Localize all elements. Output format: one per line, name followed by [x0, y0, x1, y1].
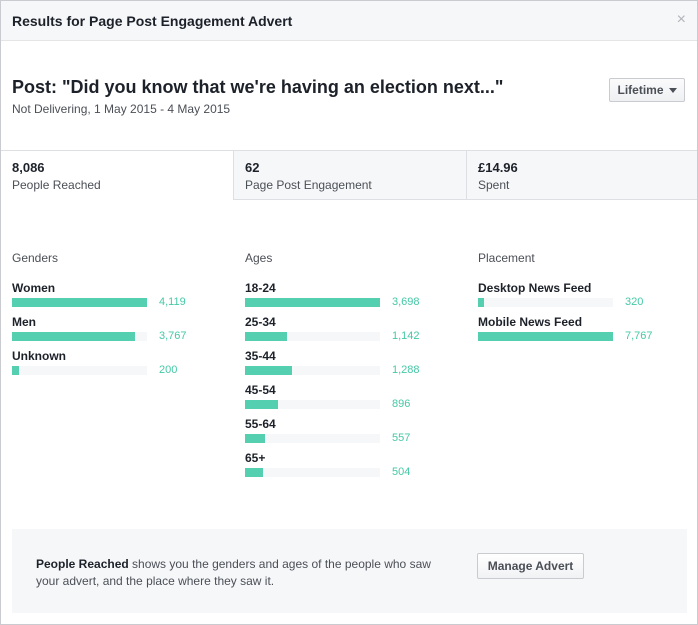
placement-row-label: Mobile News Feed — [478, 315, 583, 329]
caret-down-icon — [668, 87, 677, 93]
ages-row: 65+ 504 — [245, 451, 410, 485]
footer-bold-term: People Reached — [36, 557, 129, 571]
ages-row-label: 35-44 — [245, 349, 276, 363]
ages-row: 55-64 557 — [245, 417, 410, 451]
ages-bar — [245, 332, 287, 341]
dialog-header: Results for Page Post Engagement Advert … — [1, 1, 697, 41]
summary-stats: 8,086 People Reached 62 Page Post Engage… — [1, 150, 697, 201]
ages-bar-value: 1,142 — [392, 330, 420, 342]
genders-bar-value: 200 — [159, 364, 178, 376]
genders-breakdown: Genders Women 4,119 Men 3,767 Unknown 200 — [12, 251, 187, 383]
genders-bar-value: 3,767 — [159, 330, 187, 342]
placement-rows: Desktop News Feed 320 Mobile News Feed 7,76… — [478, 281, 653, 349]
placement-bar — [478, 332, 613, 341]
date-range-label: Lifetime — [617, 83, 664, 97]
placement-row-label: Desktop News Feed — [478, 281, 592, 295]
post-status-dates: Not Delivering, 1 May 2015 - 4 May 2015 — [12, 102, 231, 116]
genders-row: Women 4,119 — [12, 281, 186, 315]
stat-value: 8,086 — [12, 160, 45, 175]
ages-bar-value: 896 — [392, 398, 411, 410]
ages-row: 25-34 1,142 — [245, 315, 420, 349]
genders-row: Men 3,767 — [12, 315, 187, 349]
genders-bar-track — [12, 332, 147, 341]
genders-bar-track — [12, 298, 147, 307]
ages-bar-track — [245, 434, 380, 443]
genders-rows: Women 4,119 Men 3,767 Unknown 200 — [12, 281, 187, 383]
ages-bar — [245, 298, 380, 307]
ages-bar — [245, 468, 263, 477]
placement-heading: Placement — [478, 251, 535, 265]
info-footer: People Reached shows you the genders and… — [12, 529, 687, 613]
ages-bar-value: 504 — [392, 466, 411, 478]
placement-bar-track — [478, 332, 613, 341]
stat-label: Page Post Engagement — [245, 178, 372, 192]
ages-row-label: 65+ — [245, 451, 266, 465]
ages-rows: 18-24 3,698 25-34 1,142 35-44 1,288 45-54 896 55… — [245, 281, 420, 485]
placement-row: Desktop News Feed 320 — [478, 281, 643, 315]
ages-row-label: 55-64 — [245, 417, 276, 431]
stat-value: 62 — [245, 160, 260, 175]
footer-description: People Reached shows you the genders and… — [36, 556, 436, 590]
ages-row-label: 18-24 — [245, 281, 276, 295]
stat-spent[interactable]: £14.96 Spent — [466, 151, 697, 199]
ages-bar-value: 557 — [392, 432, 411, 444]
manage-advert-button[interactable]: Manage Advert — [477, 553, 584, 579]
ages-bar-value: 3,698 — [392, 296, 420, 308]
ages-bar-track — [245, 298, 380, 307]
ages-bar — [245, 400, 278, 409]
genders-bar-track — [12, 366, 147, 375]
genders-row: Unknown 200 — [12, 349, 177, 383]
placement-bar-value: 320 — [625, 296, 644, 308]
date-range-dropdown[interactable]: Lifetime — [609, 78, 685, 102]
ages-bar — [245, 366, 292, 375]
genders-bar — [12, 366, 19, 375]
placement-bar-track — [478, 298, 613, 307]
genders-bar — [12, 332, 135, 341]
ages-bar-track — [245, 332, 380, 341]
close-icon[interactable]: × — [676, 11, 686, 28]
ages-row: 45-54 896 — [245, 383, 410, 417]
ages-bar — [245, 434, 265, 443]
ages-heading: Ages — [245, 251, 273, 265]
ages-row-label: 25-34 — [245, 315, 276, 329]
ages-bar-track — [245, 366, 380, 375]
placement-breakdown: Placement Desktop News Feed 320 Mobile New… — [478, 251, 653, 349]
dialog-title: Results for Page Post Engagement Advert — [12, 13, 293, 29]
ages-bar-track — [245, 400, 380, 409]
ages-breakdown: Ages 18-24 3,698 25-34 1,142 35-44 1,288 45-54… — [245, 251, 420, 485]
genders-row-label: Unknown — [12, 349, 66, 363]
post-title: Post: "Did you know that we're having an… — [12, 77, 504, 97]
stat-label: Spent — [478, 178, 510, 192]
genders-bar — [12, 298, 147, 307]
stat-people-reached[interactable]: 8,086 People Reached — [1, 151, 233, 201]
placement-bar-value: 7,767 — [625, 330, 653, 342]
stat-label: People Reached — [12, 178, 101, 192]
ages-row: 35-44 1,288 — [245, 349, 420, 383]
placement-row: Mobile News Feed 7,767 — [478, 315, 653, 349]
genders-row-label: Men — [12, 315, 36, 329]
genders-row-label: Women — [12, 281, 56, 295]
placement-bar — [478, 298, 484, 307]
stat-page-post-engagement[interactable]: 62 Page Post Engagement — [233, 151, 466, 199]
ages-row: 18-24 3,698 — [245, 281, 420, 315]
genders-bar-value: 4,119 — [159, 296, 186, 308]
genders-heading: Genders — [12, 251, 59, 265]
ages-bar-track — [245, 468, 380, 477]
stat-value: £14.96 — [478, 160, 518, 175]
ages-row-label: 45-54 — [245, 383, 276, 397]
footer-text: shows you the genders and ages of the pe… — [36, 557, 431, 588]
ages-bar-value: 1,288 — [392, 364, 420, 376]
